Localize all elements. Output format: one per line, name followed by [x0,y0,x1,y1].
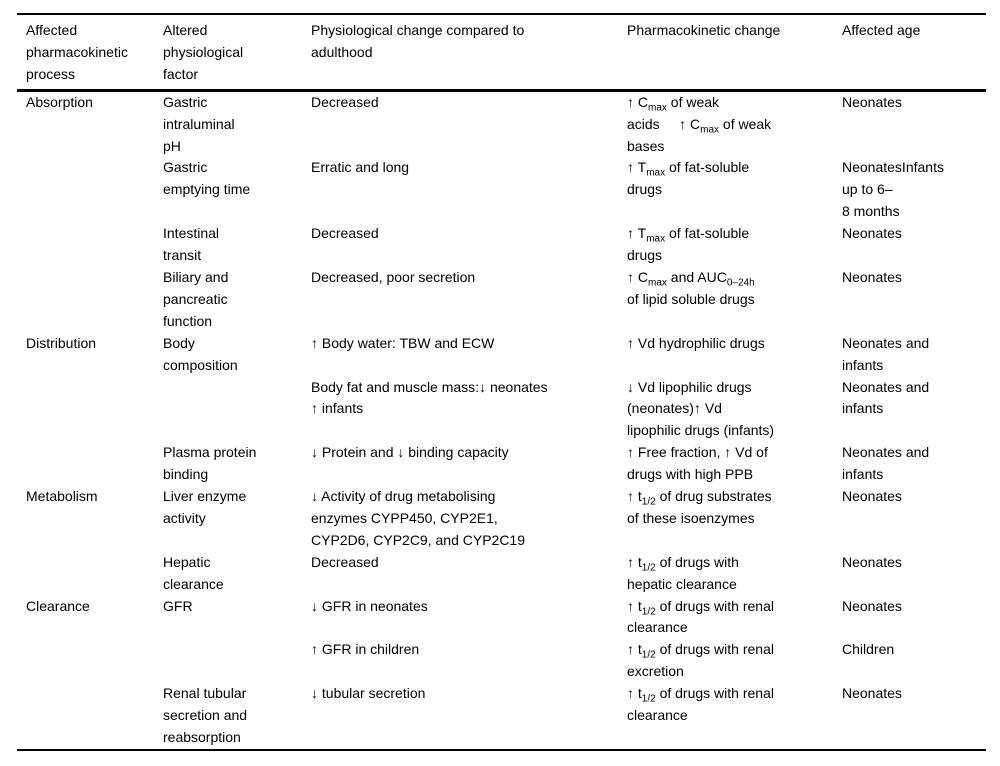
column-header-affected-process: Affected pharmacokinetic process [17,14,163,92]
cell-pharmacokinetic-change: ↓ Vd lipophilic drugs (neonates)↑ Vd lipop… [627,378,775,439]
cell-altered-factor: Plasma protein binding [163,444,257,483]
cell-affected-age: Neonates and infants [842,444,930,483]
cell-physiological-change: Erratic and long [311,159,410,176]
cell-physiological-change: Decreased [311,225,379,242]
cell-physiological-change: ↑ Body water: TBW and ECW [311,334,495,351]
column-header-physiological-change: Physiological change compared to adulthoo… [311,14,627,92]
table-row: Distribution Body composition ↑ Body wate… [17,333,986,377]
cell-pharmacokinetic-change: ↑ t1/2 of drug substrates of these isoenz… [627,488,772,526]
table-row: Hepatic clearance Decreased ↑ t1/2 of dru… [17,552,986,596]
cell-altered-factor: Hepatic clearance [163,553,224,592]
column-header-altered-factor: Altered physiological factor [163,14,311,92]
cell-affected-process [17,639,163,683]
cell-affected-age: Neonates and infants [842,334,930,373]
cell-pharmacokinetic-change: ↑ Cmax of weak acids ↑ Cmax of weak bases [627,93,772,154]
cell-altered-factor: Gastric emptying time [163,159,251,198]
cell-altered-factor: Intestinal transit [163,225,220,264]
cell-affected-age: Neonates [842,268,902,285]
cell-altered-factor: Liver enzyme activity [163,488,247,526]
table-row: ↑ GFR in children ↑ t1/2 of drugs with r… [17,639,986,683]
cell-affected-process [17,223,163,267]
table-row: Body fat and muscle mass:↓ neonates ↑ inf… [17,377,986,443]
table-row: Absorption Gastric intraluminal pH Decreas… [17,90,986,157]
cell-altered-factor: Biliary and pancreatic function [163,268,229,329]
cell-affected-age: Neonates [842,685,902,702]
cell-altered-factor [163,639,311,683]
cell-affected-process: Absorption [26,93,93,110]
table-row: Gastric emptying time Erratic and long ↑ … [17,157,986,223]
column-header-pharmacokinetic-change: Pharmacokinetic change [627,14,842,92]
cell-altered-factor [163,377,311,443]
cell-pharmacokinetic-change: ↑ t1/2 of drugs with hepatic clearance [627,553,739,592]
table-row: Biliary and pancreatic function Decreased,… [17,267,986,333]
cell-pharmacokinetic-change: ↑ Vd hydrophilic drugs [627,334,765,351]
cell-affected-process [17,267,163,333]
cell-physiological-change: Body fat and muscle mass:↓ neonates ↑ inf… [311,378,548,417]
cell-pharmacokinetic-change: ↑ t1/2 of drugs with renal clearance [627,597,774,636]
table-header: Affected pharmacokinetic process Altered ph… [17,14,986,92]
cell-affected-age: Neonates [842,225,902,242]
table-row: Renal tubular secretion and reabsorption ↓… [17,683,986,750]
cell-affected-process [17,683,163,750]
cell-pharmacokinetic-change: ↑ t1/2 of drugs with renal clearance [627,685,774,724]
cell-affected-age: Neonates [842,553,902,570]
cell-affected-process: Metabolism [26,488,98,505]
pharmacokinetics-table: Affected pharmacokinetic process Altered ph… [17,13,986,751]
cell-affected-process [17,552,163,596]
cell-affected-process [17,442,163,486]
column-header-affected-age: Affected age [842,14,986,92]
cell-affected-process [17,157,163,223]
cell-physiological-change: ↓ Activity of drug metabolising enzymes C… [311,488,525,548]
cell-altered-factor: Renal tubular secretion and reabsorption [163,685,248,745]
cell-affected-age: NeonatesInfants up to 6– 8 months [842,159,944,220]
cell-physiological-change: ↑ GFR in children [311,641,420,658]
cell-pharmacokinetic-change: ↑ Cmax and AUC0–24h of lipid soluble drug… [627,268,755,307]
table-body: Absorption Gastric intraluminal pH Decreas… [17,90,986,750]
cell-physiological-change: ↓ GFR in neonates [311,597,428,614]
cell-affected-process: Distribution [26,334,97,351]
table-row: Clearance GFR ↓ GFR in neonates ↑ t1/2 o… [17,596,986,640]
cell-affected-age: Neonates [842,93,902,110]
table-row: Metabolism Liver enzyme activity ↓ Activi… [17,486,986,552]
cell-physiological-change: Decreased [311,93,379,110]
cell-affected-process [17,377,163,443]
cell-physiological-change: Decreased [311,553,379,570]
table-row: Plasma protein binding ↓ Protein and ↓ bi… [17,442,986,486]
cell-affected-age: Neonates and infants [842,378,930,417]
cell-pharmacokinetic-change: ↑ t1/2 of drugs with renal excretion [627,641,774,680]
cell-affected-process: Clearance [26,597,90,614]
cell-physiological-change: ↓ tubular secretion [311,685,426,702]
cell-affected-age: Children [842,641,895,658]
cell-altered-factor: Gastric intraluminal pH [163,93,235,154]
cell-pharmacokinetic-change: ↑ Free fraction, ↑ Vd of drugs with high … [627,444,768,483]
cell-pharmacokinetic-change: ↑ Tmax of fat-soluble drugs [627,159,750,198]
cell-altered-factor: GFR [163,597,193,614]
table-row: Intestinal transit Decreased ↑ Tmax of fa… [17,223,986,267]
cell-pharmacokinetic-change: ↑ Tmax of fat-soluble drugs [627,225,750,264]
cell-physiological-change: Decreased, poor secretion [311,268,476,285]
cell-altered-factor: Body composition [163,334,238,373]
cell-physiological-change: ↓ Protein and ↓ binding capacity [311,444,509,461]
cell-affected-age: Neonates [842,488,902,505]
cell-affected-age: Neonates [842,597,902,614]
header-row: Affected pharmacokinetic process Altered ph… [17,14,986,92]
